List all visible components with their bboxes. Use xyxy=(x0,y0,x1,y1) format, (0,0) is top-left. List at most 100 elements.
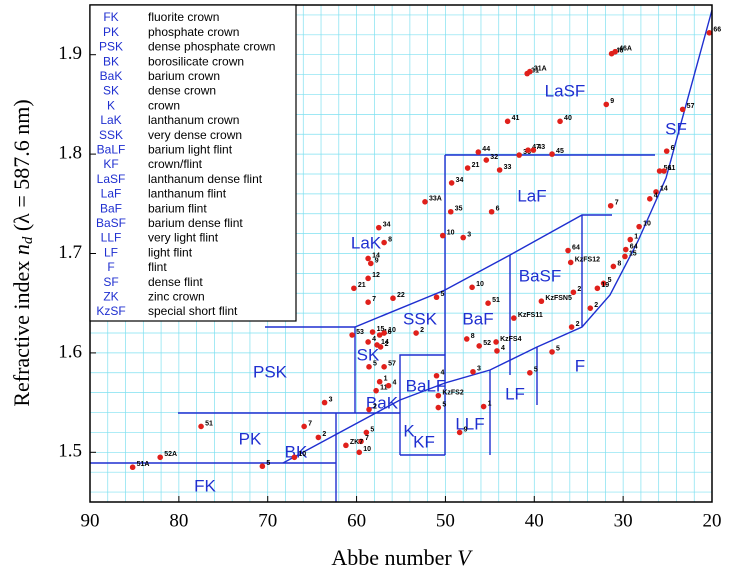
point xyxy=(301,423,307,430)
point xyxy=(439,232,446,239)
point-label: 6 xyxy=(496,206,500,213)
point-label: 5 xyxy=(373,361,377,368)
point xyxy=(375,224,382,231)
point-label: 21 xyxy=(472,162,480,169)
point-label: 2 xyxy=(576,321,580,328)
legend-box xyxy=(89,4,297,322)
point xyxy=(259,463,266,470)
point xyxy=(356,449,363,456)
legend-name: zinc crown xyxy=(148,289,205,303)
y-label-var: n xyxy=(9,244,34,255)
point-label: 16 xyxy=(384,329,392,336)
point-label: KzFSN5 xyxy=(545,295,572,302)
point xyxy=(636,223,642,230)
point xyxy=(475,149,482,155)
point-label: 4 xyxy=(501,345,505,352)
point xyxy=(594,285,601,292)
point-label: 12 xyxy=(372,272,380,279)
point xyxy=(390,295,396,302)
legend-code: KzSF xyxy=(96,304,125,318)
legend-name: borosilicate crown xyxy=(148,54,244,68)
point xyxy=(366,406,372,413)
point-label: 10 xyxy=(363,446,371,453)
point-label: 22 xyxy=(397,292,405,299)
point-label: 64 xyxy=(630,243,638,250)
point-label: 10 xyxy=(476,281,484,288)
y-axis-label: Refractive index nd (λ = 587.6 nm) xyxy=(9,99,36,406)
point xyxy=(549,349,555,355)
point xyxy=(496,167,503,173)
point xyxy=(565,247,571,254)
point xyxy=(494,348,500,354)
point xyxy=(358,438,364,445)
point-label: 9 xyxy=(464,426,468,433)
y-label-text: Refractive index xyxy=(9,255,34,407)
point xyxy=(413,330,419,336)
point xyxy=(381,330,387,336)
point xyxy=(365,255,371,262)
point xyxy=(435,404,442,411)
point-label: 11 xyxy=(380,385,388,392)
point xyxy=(488,208,495,215)
point-label: 34 xyxy=(383,221,391,228)
point xyxy=(351,285,357,292)
region-boundaries xyxy=(90,9,713,502)
point xyxy=(557,118,563,125)
point xyxy=(480,403,487,410)
point xyxy=(679,106,686,113)
point xyxy=(610,263,617,270)
point-label: 3 xyxy=(477,366,481,373)
legend-name: special short flint xyxy=(148,304,238,318)
y-tick-label: 1.7 xyxy=(58,242,82,263)
legend-code: BaF xyxy=(100,201,122,215)
point xyxy=(448,180,455,186)
point xyxy=(663,148,670,154)
x-tick-label: 40 xyxy=(525,510,544,531)
point xyxy=(385,382,392,389)
legend-name: flint xyxy=(148,260,167,274)
point-label: 5 xyxy=(441,291,445,298)
point-label: 4 xyxy=(393,380,397,387)
point xyxy=(504,118,511,125)
point-label: 46A xyxy=(619,46,632,53)
region-label: LaK xyxy=(351,233,382,252)
point xyxy=(485,300,491,307)
x-tick-label: 50 xyxy=(436,510,455,531)
legend-name: barium flint xyxy=(148,201,207,215)
legend-code: LaK xyxy=(100,113,121,127)
point xyxy=(447,208,454,215)
point xyxy=(129,464,136,471)
point-label: 31 xyxy=(531,67,539,74)
point-label: 3 xyxy=(329,396,333,403)
point-label: 47 xyxy=(532,144,540,151)
point xyxy=(365,299,371,306)
legend-name: barium light flint xyxy=(148,142,233,156)
point xyxy=(456,429,463,436)
point-label: 5 xyxy=(608,277,612,284)
point-label: 45 xyxy=(556,148,564,155)
region-label: LaSF xyxy=(545,81,586,100)
y-tick-label: 1.5 xyxy=(58,441,82,462)
legend-code: LLF xyxy=(101,231,122,245)
ticks: 90 80 70 60 50 40 30 20 1.5 1.6 1.7 1.8 1.9 xyxy=(58,43,721,531)
y-tick-label: 1.8 xyxy=(58,142,82,163)
point-label: 10 xyxy=(447,229,455,236)
point-label: 43 xyxy=(537,144,545,151)
legend-name: barium dense flint xyxy=(148,216,243,230)
point-label: 44 xyxy=(482,146,490,153)
boundary xyxy=(399,354,445,455)
legend-code: KF xyxy=(103,157,118,171)
boundary xyxy=(265,214,612,328)
point-label: 3 xyxy=(467,231,471,238)
y-tick-label: 1.6 xyxy=(58,341,82,362)
point-label: 41 xyxy=(512,115,520,122)
region-label: BaSF xyxy=(519,266,562,285)
point-label: 31A xyxy=(534,65,547,72)
point xyxy=(435,392,442,399)
point-label: 2 xyxy=(420,327,424,334)
region-label: BaF xyxy=(462,309,493,328)
point xyxy=(469,284,475,291)
